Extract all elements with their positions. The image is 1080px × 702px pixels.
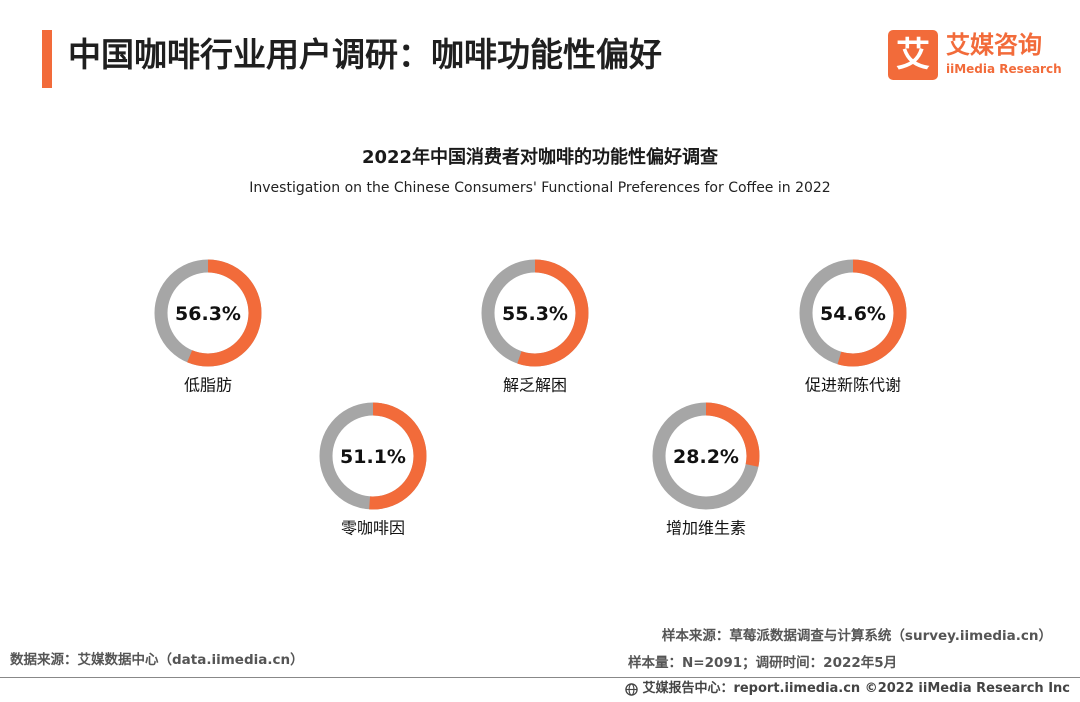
donut-category-label: 增加维生素 — [666, 519, 746, 538]
logo-mark-icon: 艾 — [888, 30, 938, 80]
brand-logo: 艾 艾媒咨询 iiMedia Research — [888, 30, 1063, 82]
sample-info-note: 样本量：N=2091；调研时间：2022年5月 — [628, 655, 898, 671]
sample-source-note: 样本来源：草莓派数据调查与计算系统（survey.iimedia.cn） — [661, 628, 1052, 644]
copyright-text: 艾媒报告中心：report.iimedia.cn ©2022 iiMedia R… — [642, 681, 1070, 696]
donut-value-label: 54.6% — [820, 303, 886, 325]
donut-value-label: 55.3% — [502, 303, 568, 325]
donut-value-arc — [319, 402, 427, 510]
footer-divider — [0, 677, 1080, 678]
donut-3: 54.6% 促进新陈代谢 — [799, 259, 907, 395]
copyright-line: 艾媒报告中心：report.iimedia.cn ©2022 iiMedia R… — [625, 680, 1070, 698]
donut-value-label: 56.3% — [175, 303, 241, 325]
donut-2: 55.3% 解乏解困 — [481, 259, 589, 395]
donut-value-arc — [652, 402, 760, 510]
donut-category-label: 促进新陈代谢 — [805, 376, 901, 395]
chart-title: 2022年中国消费者对咖啡的功能性偏好调查 — [361, 147, 719, 168]
title-accent-bar — [42, 30, 52, 88]
donut-5: 28.2% 增加维生素 — [652, 402, 760, 538]
donut-4: 51.1% 零咖啡因 — [319, 402, 427, 538]
donut-value-arc — [154, 259, 262, 367]
globe-icon — [625, 682, 639, 696]
logo-english-name: iiMedia Research — [946, 62, 1062, 76]
donut-category-label: 解乏解困 — [503, 376, 567, 395]
donut-1: 56.3% 低脂肪 — [154, 259, 262, 395]
donut-value-label: 28.2% — [673, 446, 739, 468]
donut-value-label: 51.1% — [340, 446, 406, 468]
page-title: 中国咖啡行业用户调研：咖啡功能性偏好 — [68, 35, 662, 74]
donut-category-label: 零咖啡因 — [341, 519, 405, 538]
data-source-note: 数据来源：艾媒数据中心（data.iimedia.cn） — [10, 652, 304, 668]
donut-category-label: 低脂肪 — [184, 376, 232, 395]
chart-subtitle: Investigation on the Chinese Consumers' … — [249, 180, 831, 196]
logo-chinese-name: 艾媒咨询 — [946, 31, 1042, 59]
donut-value-arc — [481, 259, 589, 367]
donut-value-arc — [799, 259, 907, 367]
